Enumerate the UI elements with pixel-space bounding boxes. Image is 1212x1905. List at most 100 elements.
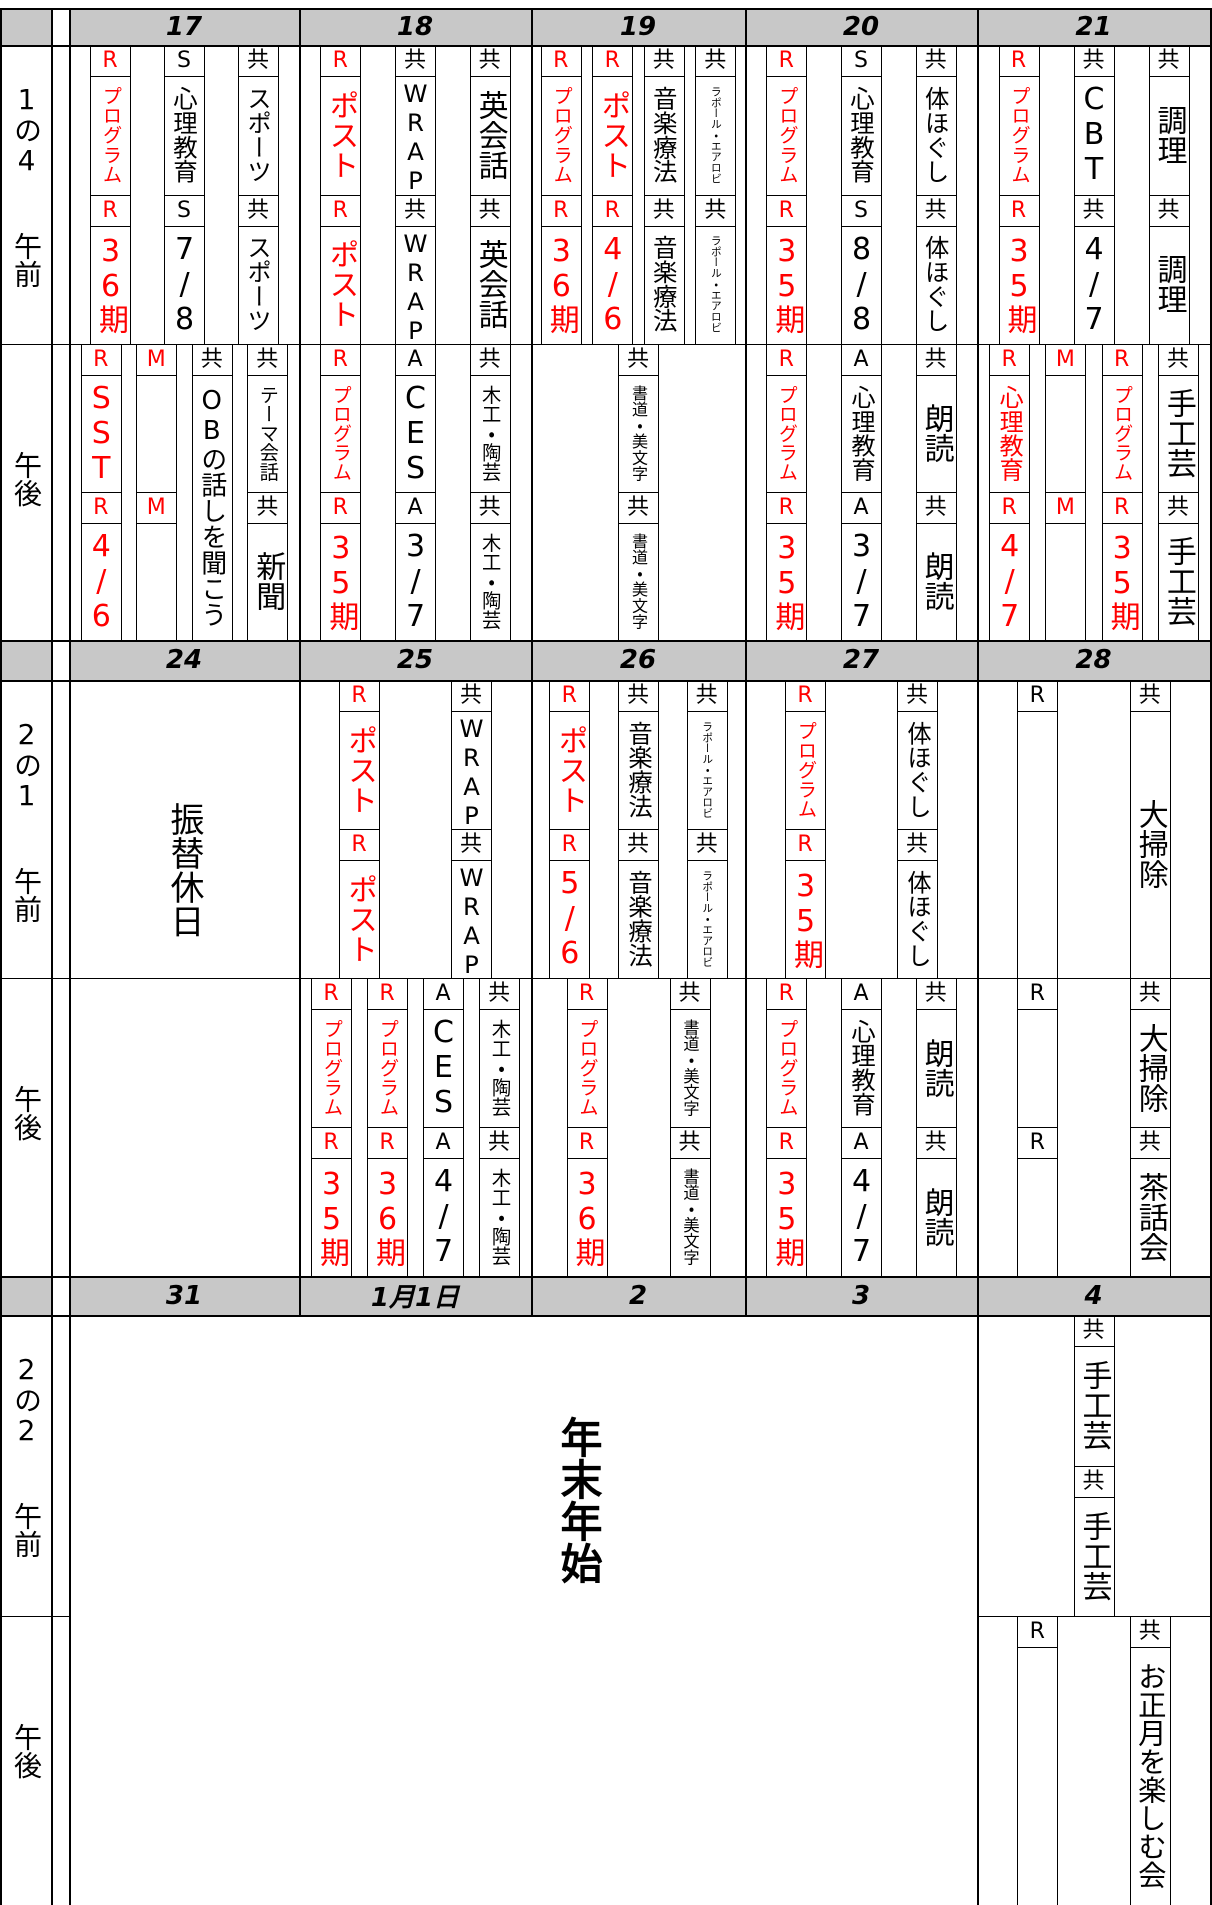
rule: [451, 860, 491, 861]
tag: 共: [626, 683, 649, 708]
vertical-text: ラポール・エアロビ: [709, 235, 723, 334]
rule: [709, 978, 711, 1276]
rule: [726, 680, 728, 978]
rule: [407, 978, 408, 1276]
tag: 共: [1138, 981, 1161, 1006]
rule: [69, 1276, 71, 1905]
rule: [1113, 1315, 1115, 1616]
rule: [80, 523, 121, 524]
rule: [320, 76, 361, 77]
rule: [395, 492, 435, 493]
day-header: 25: [396, 645, 434, 675]
vertical-text: 手工芸: [1076, 1510, 1112, 1601]
rule: [915, 1127, 956, 1128]
tag: R: [797, 832, 813, 857]
vertical-text: 英会話: [472, 89, 508, 180]
rule: [1073, 194, 1114, 196]
vertical-text: プログラム: [1007, 85, 1031, 184]
rule: [367, 1127, 407, 1128]
vertical-text: 調理: [1151, 104, 1187, 165]
rule: [549, 829, 590, 830]
rule: [509, 344, 511, 640]
rule: [686, 711, 727, 712]
tag: R: [561, 832, 577, 857]
tag: R: [332, 347, 348, 372]
vertical-text: プログラム: [320, 1018, 343, 1117]
rule: [669, 1127, 710, 1128]
vertical-text: 午前: [10, 232, 43, 288]
day-header: 19: [619, 11, 657, 42]
rule: [766, 1158, 807, 1159]
rule: [580, 45, 582, 344]
rule: [977, 1276, 979, 1905]
rule: [632, 45, 634, 344]
vertical-text: 4/7: [1076, 231, 1112, 337]
vertical-text: 音楽療法: [624, 869, 653, 968]
day-header: 3: [851, 1280, 871, 1311]
rule: [469, 76, 510, 77]
rule: [531, 344, 745, 345]
vertical-text: 8/8: [844, 231, 879, 337]
tag: R: [778, 347, 794, 372]
tag: A: [853, 1130, 869, 1155]
rule: [395, 375, 435, 376]
vertical-text: CBT: [1076, 82, 1112, 188]
rule: [509, 45, 511, 344]
rule: [1057, 680, 1059, 978]
vertical-text: プログラム: [1110, 384, 1134, 482]
rule: [80, 492, 121, 493]
rule: [766, 225, 807, 227]
rule: [915, 1009, 956, 1010]
tag: 共: [1138, 1619, 1161, 1644]
rule: [1085, 344, 1087, 640]
rule: [989, 523, 1030, 524]
day-header: 1月1日: [370, 1283, 460, 1313]
rule: [549, 711, 590, 712]
rule: [435, 45, 436, 344]
rule: [463, 978, 464, 1276]
vertical-text: ラポール・エアロビ: [700, 720, 714, 819]
rule: [618, 523, 658, 524]
vertical-text: 書道・美文字: [629, 532, 648, 630]
tag: R: [379, 981, 395, 1006]
day-header: 24: [165, 645, 203, 675]
tag: R: [332, 48, 348, 73]
rule: [658, 344, 659, 640]
rule: [299, 344, 531, 345]
tag: 共: [478, 48, 501, 73]
rule: [998, 76, 1039, 77]
rule: [191, 344, 193, 640]
tag: R: [778, 495, 794, 520]
rule: [164, 225, 204, 227]
rule: [299, 978, 531, 979]
vertical-text: 1の4: [10, 83, 43, 177]
tag: A: [853, 981, 869, 1006]
rule: [540, 194, 581, 196]
tag: R: [1001, 495, 1017, 520]
period-note: 年末年始: [554, 1416, 603, 1584]
tag: 共: [1157, 48, 1180, 73]
rule: [51, 640, 53, 1276]
rule: [136, 523, 177, 524]
tag: R: [604, 197, 620, 223]
rule: [683, 45, 685, 344]
day-header: 26: [619, 645, 657, 675]
vertical-text: ポスト: [323, 89, 359, 180]
tag: R: [778, 981, 794, 1006]
rule: [785, 829, 825, 830]
day-header: 27: [842, 645, 880, 675]
vertical-text: 体ほぐし: [903, 720, 932, 819]
rule: [531, 8, 533, 640]
rule: [1101, 492, 1142, 493]
rule: [320, 523, 361, 524]
rule: [1148, 194, 1189, 196]
vertical-text: 35期: [769, 1166, 805, 1267]
rule: [1210, 8, 1212, 640]
rule: [1017, 711, 1058, 712]
vertical-text: 木工・陶芸: [488, 1018, 511, 1117]
rule: [469, 375, 510, 376]
day-header: 17: [165, 11, 203, 42]
vertical-text: 35期: [1001, 234, 1037, 335]
rule: [1197, 344, 1199, 640]
rule: [69, 344, 299, 345]
